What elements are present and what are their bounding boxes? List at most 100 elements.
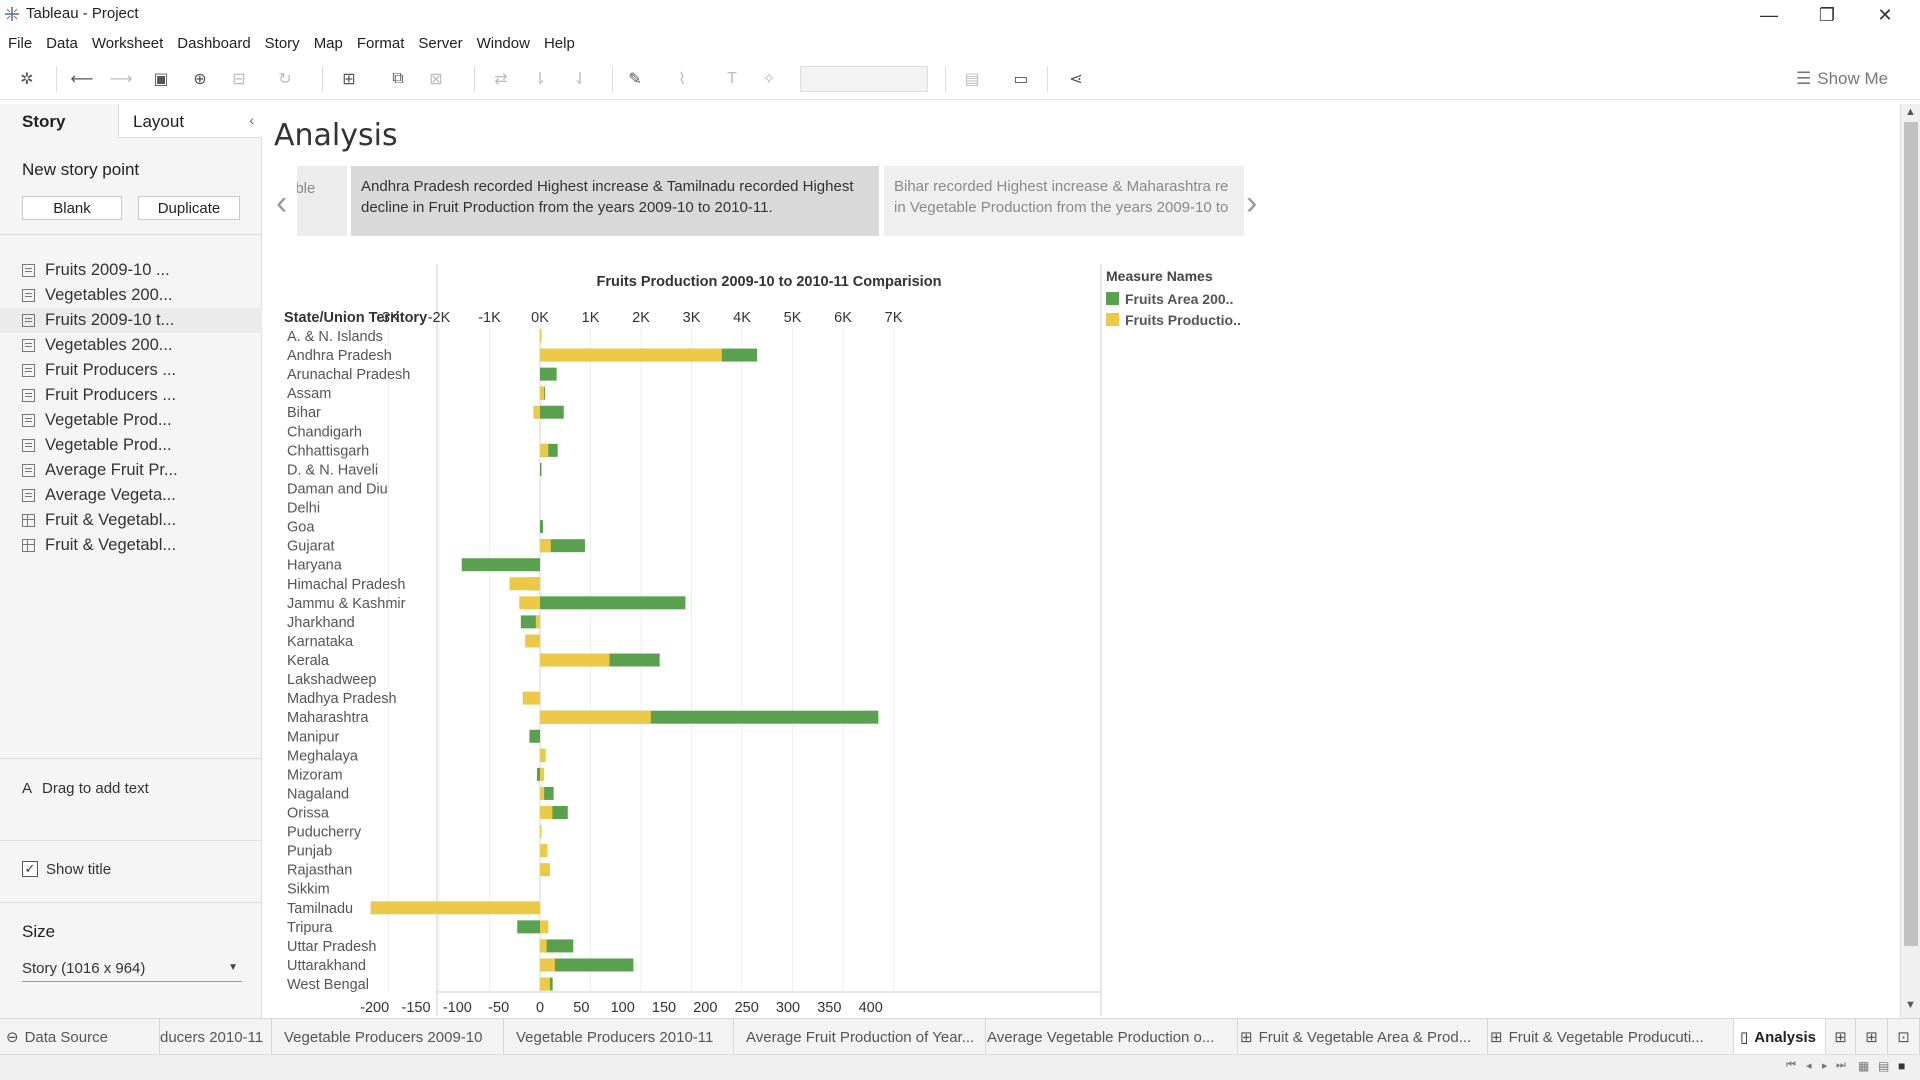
share-icon[interactable]: ⋖ [1069,71,1083,88]
dashboard-tab[interactable]: ⊞ Fruit & Vegetable Producuti... [1488,1019,1734,1055]
story-point-caption-next[interactable]: Bihar recorded Highest increase & Mahara… [884,166,1244,236]
menu-help[interactable]: Help [543,34,575,52]
sheet-tab[interactable]: Vegetable Producers 2009-10 [272,1019,504,1055]
pause-updates-icon[interactable]: ⊟ [232,71,246,88]
bottom-axis-tick-label: 400 [859,1000,883,1016]
story-point-caption-previous[interactable]: able [297,166,347,236]
presentation-mode-icon[interactable]: ▭ [1013,71,1029,88]
scrollbar-thumb[interactable] [1904,122,1918,946]
sort-descending-icon[interactable]: ⇃ [573,71,587,88]
sheet-item[interactable]: Vegetables 200... [0,283,262,308]
tableau-start-icon[interactable]: ✲ [20,71,34,88]
minimize-button[interactable]: — [1760,4,1778,25]
size-dropdown[interactable]: Story (1016 x 964) ▼ [22,956,242,982]
drag-to-add-text[interactable]: A Drag to add text [22,780,149,797]
swap-icon[interactable]: ⇄ [494,71,508,88]
production-bar [540,653,610,667]
row-label: West Bengal [287,977,369,993]
sort-ascending-icon[interactable]: ⇂ [533,71,547,88]
production-bar [370,901,540,915]
next-story-point-icon[interactable]: › [1246,184,1258,222]
top-axis-tick-label: 4K [733,310,751,326]
menu-format[interactable]: Format [356,34,405,52]
new-worksheet-icon[interactable]: ⊞ [342,71,356,88]
restore-button[interactable]: ❐ [1818,4,1836,25]
legend-item[interactable]: Fruits Area 200.. [1106,288,1241,309]
show-cards-icon[interactable]: ▤ [964,71,980,88]
area-bar [540,462,542,476]
sheet-item[interactable]: Vegetable Prod... [0,408,262,433]
sheet-item[interactable]: Vegetables 200... [0,333,262,358]
clear-sheet-icon[interactable]: ⊠ [429,71,443,88]
legend-item[interactable]: Fruits Productio.. [1106,309,1241,330]
row-label: Gujarat [287,539,335,555]
show-tabs-icon[interactable]: ▤ [1878,1059,1890,1073]
row-label: Goa [287,520,315,536]
fit-dropdown[interactable] [800,66,928,92]
previous-sheet-icon[interactable]: ◂ [1806,1060,1812,1072]
undo-icon[interactable]: ⟵ [70,71,94,88]
tab-story[interactable]: Story [0,104,118,138]
sheet-item[interactable]: Fruits 2009-10 t... [0,308,262,333]
row-label: Rajasthan [287,863,352,879]
previous-story-point-icon[interactable]: ‹ [276,184,288,222]
dashboard-tab[interactable]: ⊞ Fruit & Vegetable Area & Prod... [1238,1019,1488,1055]
scroll-up-icon[interactable]: ▲ [1905,106,1916,118]
duplicate-sheet-icon[interactable]: ⧉ [392,70,404,87]
labels-icon[interactable]: T [727,70,737,87]
redo-icon[interactable]: ⟶ [109,71,133,88]
first-sheet-icon[interactable]: ⏮ [1786,1059,1796,1071]
sheet-item[interactable]: Average Fruit Pr... [0,458,262,483]
highlight-icon[interactable]: ✎ [628,71,642,88]
sheet-item[interactable]: Fruit Producers ... [0,358,262,383]
pin-icon[interactable]: ✧ [762,71,776,88]
production-bar [540,939,547,953]
story-point-caption-active[interactable]: Andhra Pradesh recorded Highest increase… [351,166,879,236]
sheet-item[interactable]: Fruit Producers ... [0,383,262,408]
sheet-item[interactable]: Vegetable Prod... [0,433,262,458]
show-sheet-sorter-icon[interactable]: ■ [1898,1059,1906,1073]
menu-map[interactable]: Map [313,34,343,52]
sheet-tab[interactable]: Average Fruit Production of Year... [734,1019,986,1055]
new-dashboard-tab-icon[interactable]: ⊞ [1856,1019,1888,1055]
show-filmstrip-icon[interactable]: ▦ [1858,1059,1870,1073]
row-label: Uttarakhand [287,958,366,974]
menu-dashboard[interactable]: Dashboard [177,34,251,52]
tab-data-source[interactable]: ⊖ Data Source [0,1019,160,1055]
vertical-scrollbar[interactable]: ▲ ▼ [1900,104,1920,1018]
collapse-pane-icon[interactable]: ‹ [249,112,254,128]
menu-window[interactable]: Window [476,34,530,52]
close-button[interactable]: ✕ [1877,4,1893,25]
menu-worksheet[interactable]: Worksheet [91,34,164,52]
new-story-tab-icon[interactable]: ⊡ [1888,1019,1920,1055]
sheet-item-label: Vegetables 200... [45,336,173,354]
menu-data[interactable]: Data [46,34,78,52]
new-data-source-icon[interactable]: ⊕ [193,71,207,88]
duplicate-button[interactable]: Duplicate [138,196,240,220]
sheet-tab[interactable]: Average Vegetable Production o... [986,1019,1238,1055]
sheet-tab[interactable]: Vegetable Producers 2010-11 [504,1019,734,1055]
tab-layout[interactable]: Layout ‹ [118,104,262,138]
menu-server[interactable]: Server [418,34,463,52]
refresh-icon[interactable]: ↻ [278,71,292,88]
show-me-button[interactable]: ☰ Show Me [1796,66,1888,92]
tab-analysis[interactable]: ▯ Analysis [1734,1019,1826,1055]
show-title-checkbox[interactable]: ✓ [22,861,38,877]
save-icon[interactable]: ▣ [153,71,169,88]
sheet-item[interactable]: Average Vegeta... [0,483,262,508]
new-worksheet-tab-icon[interactable]: ⊞ [1826,1019,1856,1055]
sheet-tab[interactable]: ducers 2010-11 [160,1019,272,1055]
scroll-down-icon[interactable]: ▼ [1905,999,1916,1011]
next-sheet-icon[interactable]: ▸ [1822,1060,1828,1072]
group-icon[interactable]: ⌇ [678,71,686,88]
dashboard-item[interactable]: Fruit & Vegetabl... [0,533,262,558]
row-header: State/Union Territory [284,310,427,326]
sheet-item[interactable]: Fruits 2009-10 ... [0,258,262,283]
story-canvas: Analysis ‹ able Andhra Pradesh recorded … [263,104,1278,1018]
dashboard-item[interactable]: Fruit & Vegetabl... [0,508,262,533]
menu-file[interactable]: File [8,34,33,52]
last-sheet-icon[interactable]: ⏭ [1836,1059,1846,1071]
top-axis-tick-label: 6K [834,310,852,326]
menu-story[interactable]: Story [264,34,300,52]
blank-button[interactable]: Blank [22,196,122,220]
